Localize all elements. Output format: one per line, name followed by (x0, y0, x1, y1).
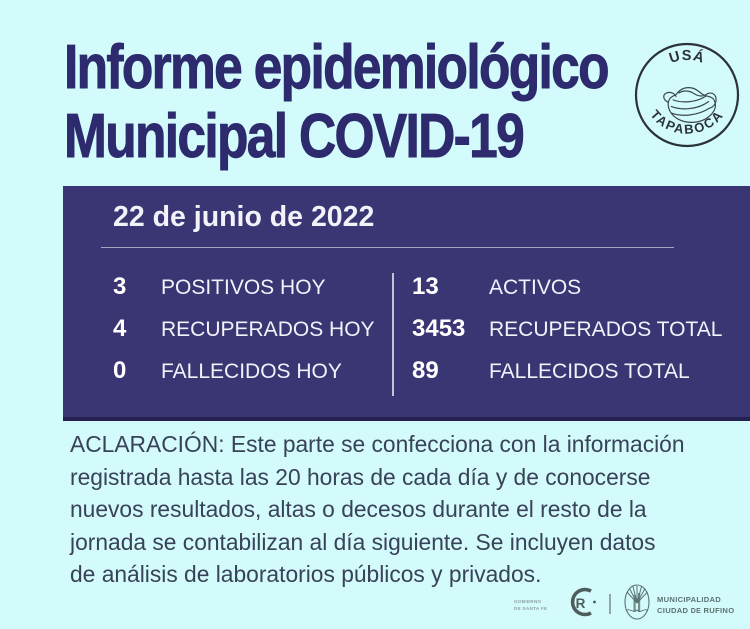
svg-text:USÁ: USÁ (667, 47, 706, 67)
svg-text:R: R (576, 596, 586, 611)
